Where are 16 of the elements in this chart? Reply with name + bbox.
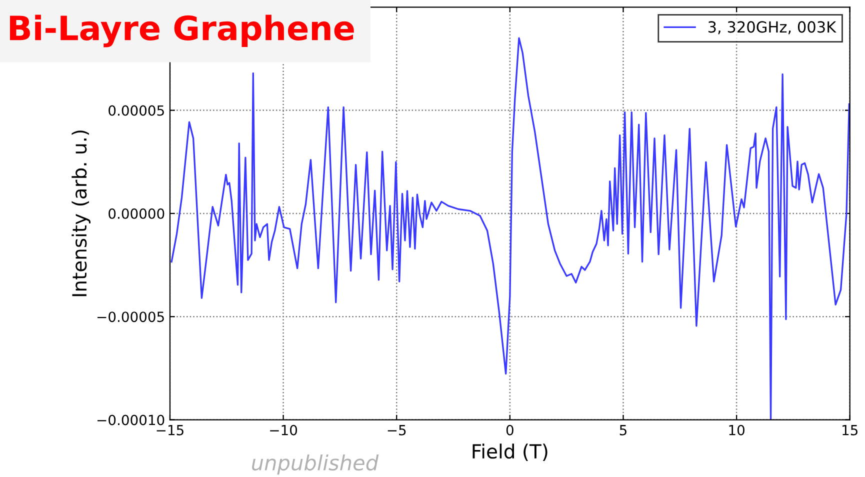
x-tick-label: 15 <box>842 425 858 436</box>
x-tick-label: 0 <box>506 424 514 436</box>
y-tick-label: −0.00010 <box>98 414 164 426</box>
y-tick-label: 0.00005 <box>108 105 164 116</box>
y-tick-label: −0.00005 <box>98 312 164 322</box>
x-tick-label: −15 <box>156 425 184 436</box>
x-tick-label: 5 <box>620 425 626 436</box>
x-tick-label: −5 <box>388 425 406 436</box>
text: unpublished <box>252 454 379 475</box>
y-axis-title: Intensity (arb. u.) <box>72 130 90 296</box>
x-tick-label: 10 <box>729 424 744 436</box>
legend-label: 3, 320GHz, 003K <box>708 21 836 34</box>
x-axis-title: Field (T) <box>472 444 548 461</box>
x-tick-label: −10 <box>270 424 298 436</box>
y-tick-label: 0.00000 <box>108 208 164 219</box>
chart-title: Bi-Layre Graphene <box>10 14 354 48</box>
